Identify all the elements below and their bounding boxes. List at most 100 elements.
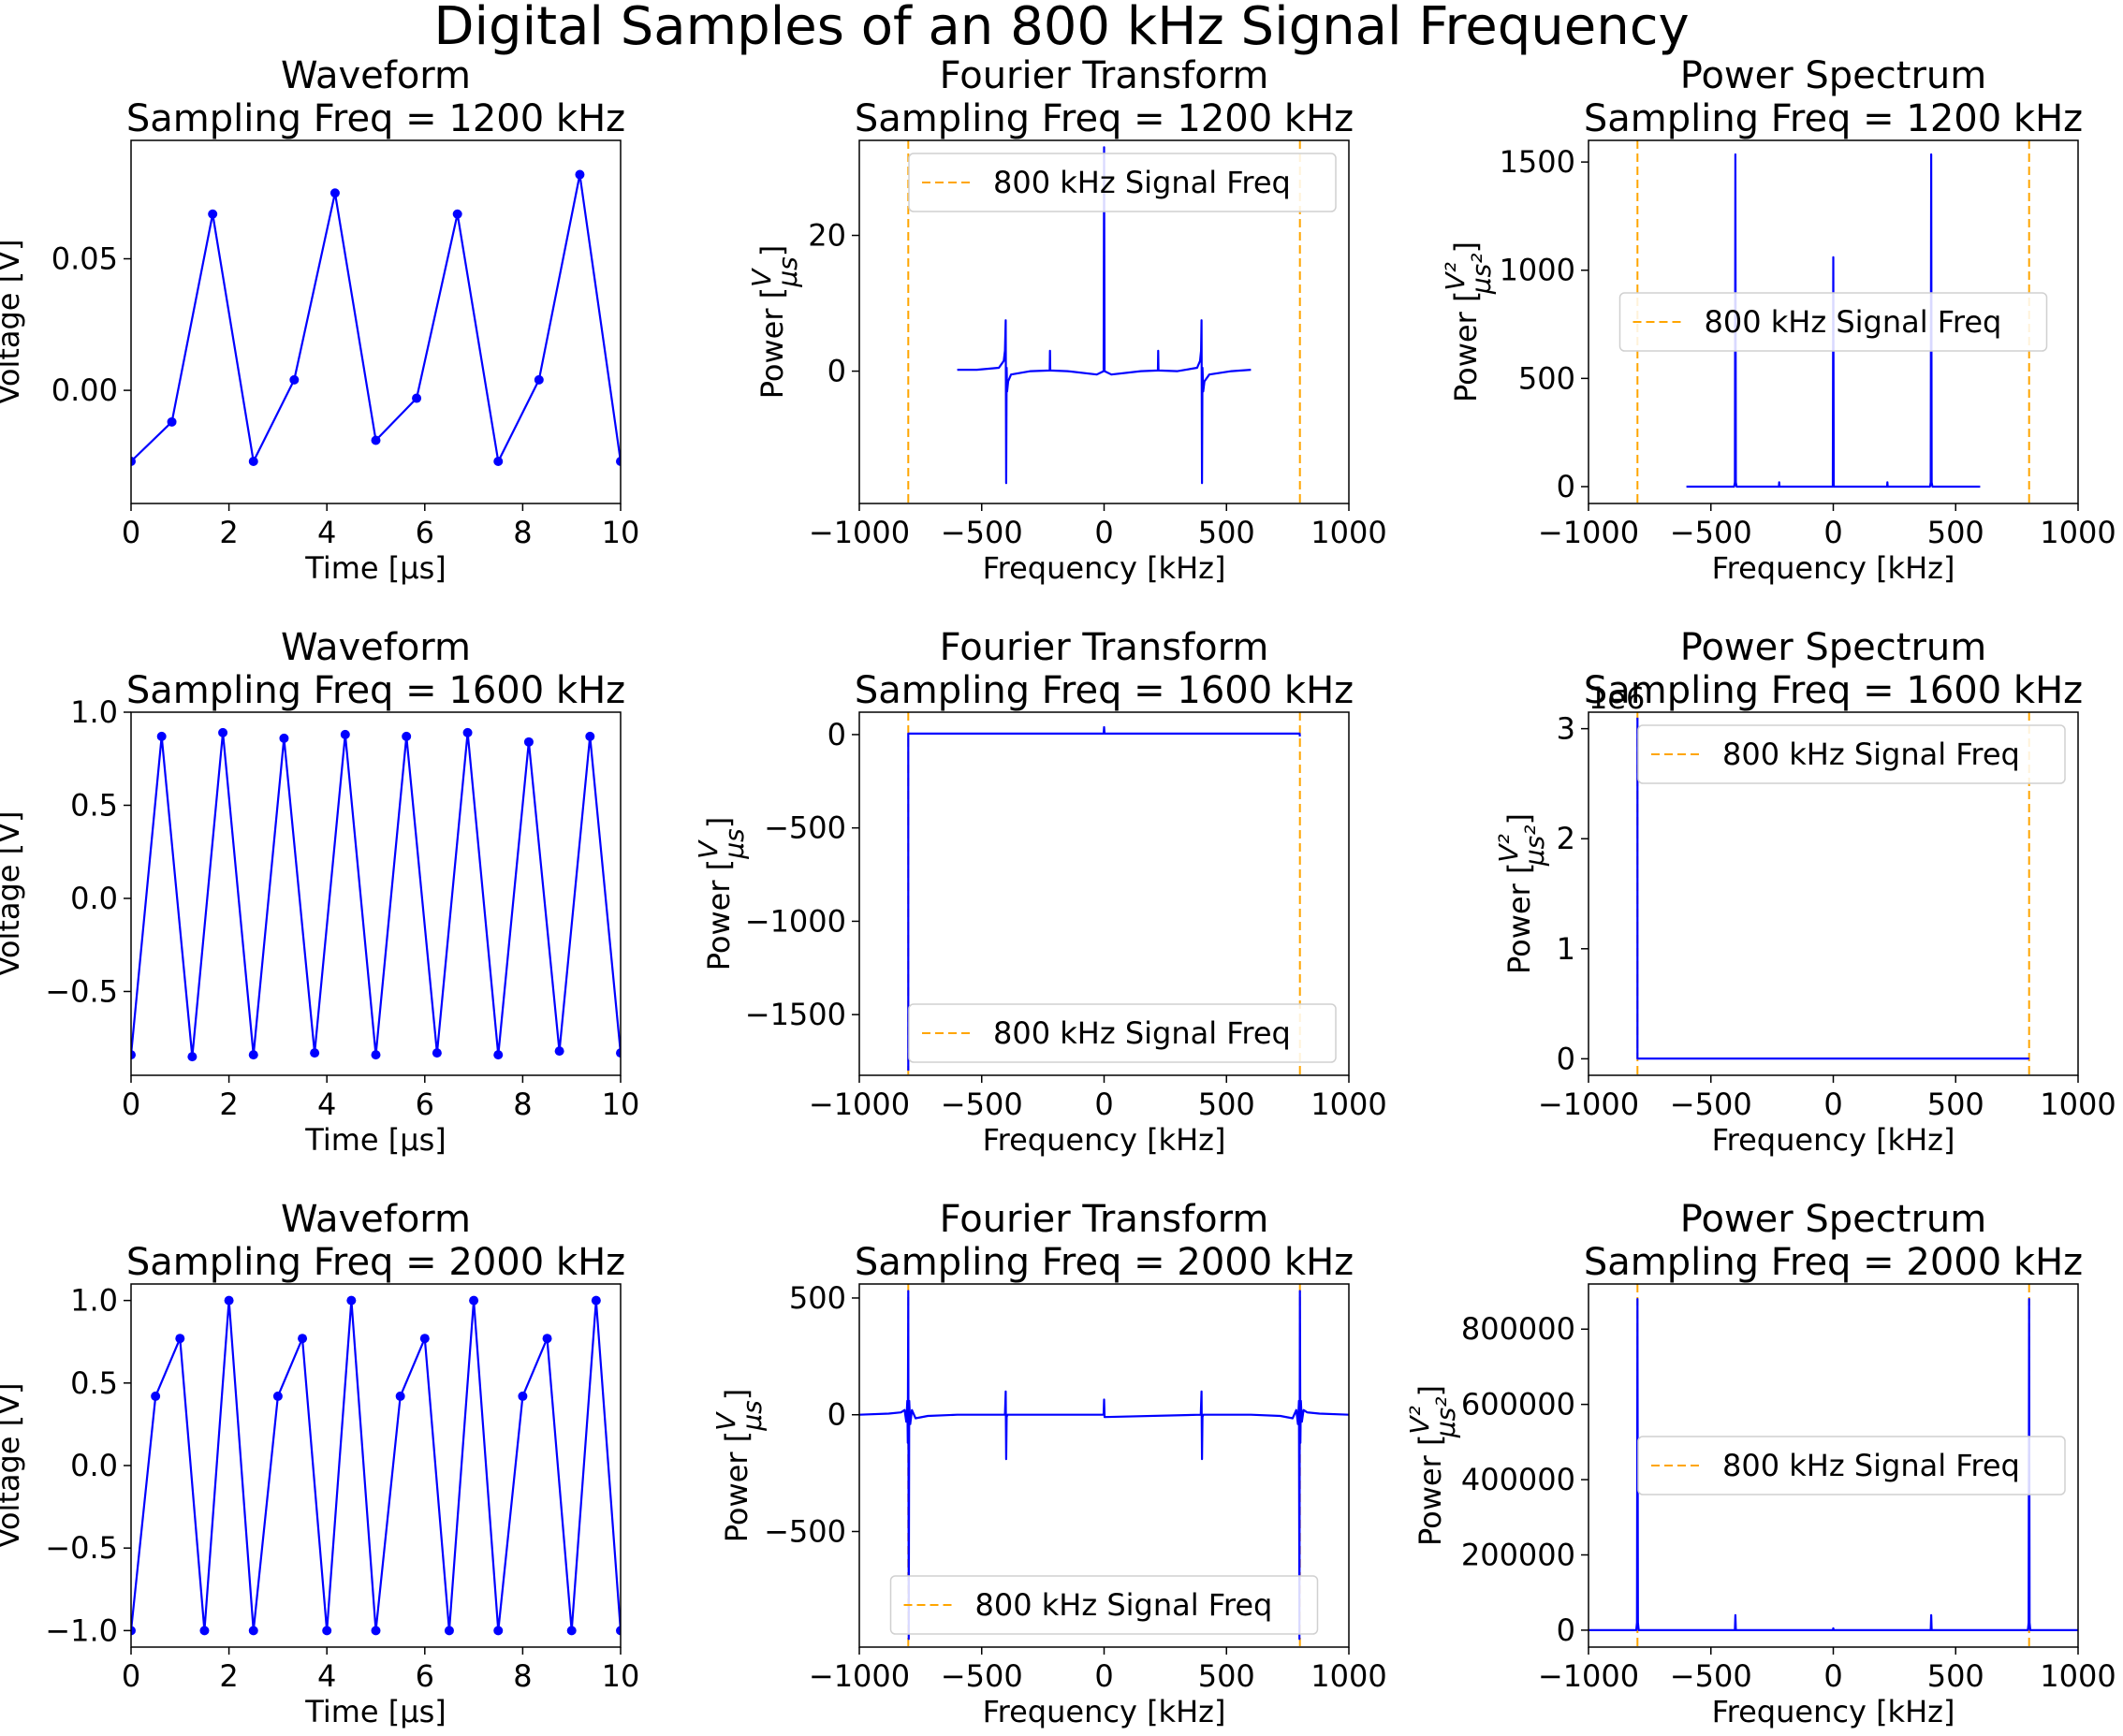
y-tick-label: −500: [764, 810, 846, 846]
axes-frame: [130, 711, 622, 1076]
data-point: [523, 737, 534, 747]
subplot-subtitle: Sampling Freq = 1600 kHz: [855, 669, 1354, 712]
x-tick-label: 1000: [2040, 1087, 2116, 1122]
y-tick-label: 0.0: [70, 1448, 118, 1483]
y-tick-label: 0.5: [70, 1365, 118, 1401]
y-tick-label: −1000: [745, 903, 846, 939]
data-point: [175, 1334, 185, 1344]
y-tick-label: 1.0: [70, 694, 118, 730]
x-axis-label: Frequency [kHz]: [1712, 1694, 1955, 1729]
subplot-title: Power Spectrum: [1680, 1198, 1986, 1241]
x-tick-label: 0: [1094, 1658, 1113, 1694]
y-tick-label: 1.0: [70, 1283, 118, 1319]
subplot-subtitle: Sampling Freq = 1200 kHz: [855, 97, 1354, 140]
x-tick-label: 500: [1198, 1658, 1255, 1694]
x-axis-label: Time [μs]: [304, 1694, 446, 1729]
data-point: [248, 1626, 258, 1636]
x-tick-label: −500: [941, 1658, 1023, 1694]
data-point: [289, 374, 300, 385]
subplot-title: Fourier Transform: [940, 626, 1269, 669]
data-point: [167, 416, 177, 427]
plot-area: [131, 169, 621, 467]
subplot-title: Fourier Transform: [940, 54, 1269, 97]
x-tick-label: 10: [602, 1658, 640, 1694]
x-axis-label: Frequency [kHz]: [983, 1694, 1226, 1729]
legend-box: [908, 1003, 1337, 1063]
axes-frame: [130, 139, 622, 504]
data-point: [340, 729, 350, 739]
y-tick-label: −1500: [745, 997, 846, 1032]
y-axis-label: Voltage [V]: [0, 239, 26, 404]
y-axis-label: Power [Vμs]: [746, 245, 803, 399]
subplot-title: Power Spectrum: [1680, 626, 1986, 669]
x-tick-label: 10: [602, 515, 640, 550]
data-point: [371, 1626, 381, 1636]
data-point: [616, 1048, 621, 1058]
x-tick-label: 1000: [1310, 1087, 1386, 1122]
y-tick-label: 500: [789, 1280, 846, 1316]
x-tick-label: 2: [219, 1087, 238, 1122]
x-tick-label: −1000: [809, 1658, 910, 1694]
data-point: [131, 457, 136, 467]
legend: 800 kHz Signal Freq: [1637, 724, 2066, 784]
x-tick-label: −500: [941, 515, 1023, 550]
data-point: [469, 1295, 479, 1306]
data-point: [131, 1050, 136, 1060]
y-tick-label: 0: [827, 717, 846, 752]
plot-area: [1589, 1284, 2078, 1647]
data-point: [419, 1334, 430, 1344]
x-tick-label: 6: [416, 515, 434, 550]
x-tick-label: 1000: [2040, 515, 2116, 550]
x-tick-label: 500: [1198, 1087, 1255, 1122]
subplot-subtitle: Sampling Freq = 2000 kHz: [855, 1241, 1354, 1284]
y-axis-label: Power [V²μs²]: [1404, 1385, 1461, 1546]
x-axis-label: Frequency [kHz]: [983, 550, 1226, 586]
data-point: [616, 457, 621, 467]
data-point: [322, 1626, 332, 1636]
x-tick-label: 1000: [1310, 1658, 1386, 1694]
data-point: [412, 393, 422, 403]
data-point: [298, 1334, 308, 1344]
y-tick-label: 1000: [1500, 253, 1575, 288]
y-axis-label: Voltage [V]: [0, 1382, 26, 1548]
x-tick-label: 500: [1927, 515, 1984, 550]
series-line: [131, 173, 621, 463]
y-tick-label: 0.0: [70, 881, 118, 916]
data-point: [566, 1626, 577, 1636]
x-tick-label: 4: [317, 1087, 336, 1122]
data-point: [518, 1391, 528, 1401]
x-tick-label: 1000: [2040, 1658, 2116, 1694]
subplot-subtitle: Sampling Freq = 1200 kHz: [126, 97, 625, 140]
data-point: [187, 1052, 198, 1062]
legend-box: [889, 1575, 1319, 1635]
legend-label: 800 kHz Signal Freq: [1722, 737, 2020, 772]
y-tick-label: 0.5: [70, 787, 118, 823]
y-tick-label: 3: [1557, 711, 1575, 747]
x-tick-label: 6: [416, 1087, 434, 1122]
x-tick-label: 8: [513, 515, 532, 550]
legend-box: [1637, 724, 2066, 784]
data-point: [432, 1048, 442, 1058]
y-tick-label: 600000: [1461, 1387, 1575, 1422]
data-point: [462, 727, 473, 737]
series-line: [131, 731, 621, 1058]
subplot-subtitle: Sampling Freq = 1600 kHz: [126, 669, 625, 712]
x-tick-label: 8: [513, 1658, 532, 1694]
data-point: [452, 209, 462, 219]
data-point: [493, 1050, 504, 1060]
x-axis-label: Time [μs]: [304, 550, 446, 586]
subplot-title: Power Spectrum: [1680, 54, 1986, 97]
subplot-title: Waveform: [281, 1198, 471, 1241]
x-tick-label: −1000: [809, 515, 910, 550]
x-tick-label: −500: [941, 1087, 1023, 1122]
y-tick-label: 400000: [1461, 1462, 1575, 1497]
y-tick-label: −500: [764, 1513, 846, 1549]
plot-area: [131, 1295, 621, 1636]
x-tick-label: 1000: [1310, 515, 1386, 550]
x-tick-label: 0: [1823, 1658, 1842, 1694]
